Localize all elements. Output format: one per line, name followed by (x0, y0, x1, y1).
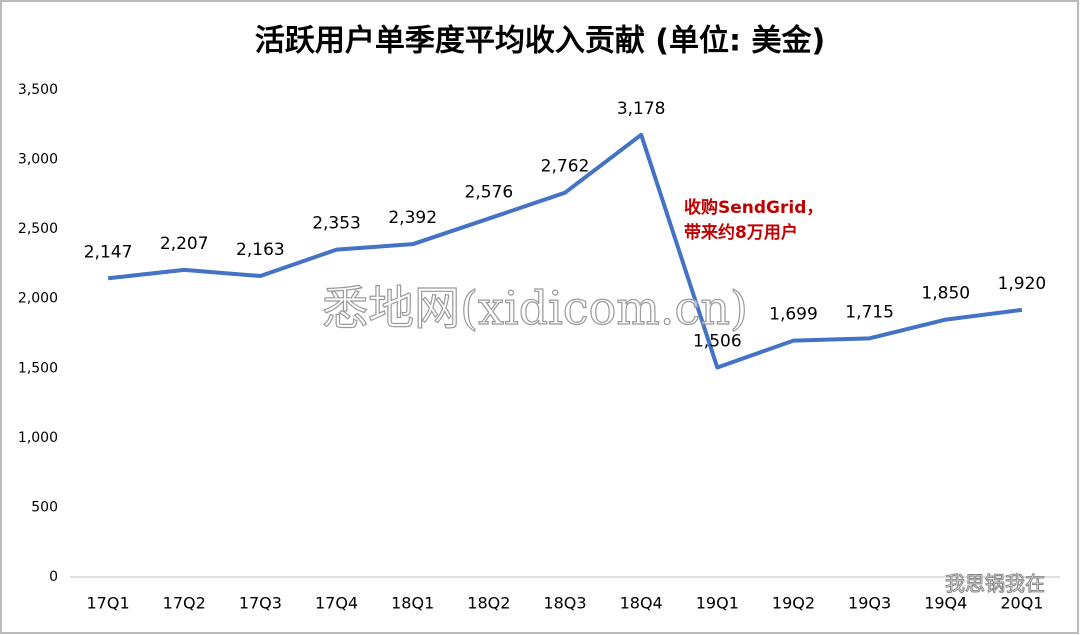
x-tick-label: 20Q1 (1000, 594, 1043, 613)
data-label: 2,576 (465, 183, 514, 203)
x-tick-label: 18Q2 (467, 594, 510, 613)
data-label: 1,920 (998, 274, 1047, 294)
x-tick-label: 17Q4 (315, 594, 358, 613)
x-tick-label: 19Q4 (924, 594, 967, 613)
data-label: 2,353 (312, 214, 361, 234)
annotation: 收购SendGrid， (684, 197, 823, 218)
data-label: 2,207 (160, 234, 209, 254)
line (107, 132, 1023, 370)
annotation: 带来约8万用户 (684, 222, 798, 243)
x-tick-label: 19Q2 (772, 594, 815, 613)
data-label: 3,178 (617, 99, 666, 119)
data-label: 2,163 (236, 240, 285, 260)
y-tick-label: 2,000 (18, 291, 58, 307)
data-label: 1,715 (845, 302, 894, 322)
x-tick-label: 18Q3 (543, 594, 586, 613)
data-label: 2,762 (541, 157, 590, 177)
x-tick-label: 17Q1 (87, 594, 130, 613)
y-tick-label: 1,500 (18, 360, 58, 376)
y-tick-label: 500 (31, 499, 58, 515)
watermark: 悉地网(xidicom.cn) (322, 281, 748, 335)
chart-title: 活跃用户单季度平均收入贡献 (单位: 美金) (255, 24, 825, 59)
y-tick-label: 3,000 (18, 152, 58, 168)
x-tick-label: 18Q4 (620, 594, 663, 613)
data-label: 1,506 (693, 331, 742, 351)
x-tick-label: 17Q3 (239, 594, 282, 613)
y-tick-label: 2,500 (18, 221, 58, 237)
y-tick-label: 1,000 (18, 430, 58, 446)
data-label: 2,392 (388, 208, 437, 228)
x-tick-label: 17Q2 (163, 594, 206, 613)
x-tick-label: 19Q3 (848, 594, 891, 613)
data-label: 1,850 (921, 284, 970, 304)
watermark: 我思锅我在 (945, 572, 1045, 596)
y-tick-label: 0 (49, 569, 58, 585)
data-label: 2,147 (84, 242, 133, 262)
data-label: 1,699 (769, 305, 818, 325)
x-tick-label: 19Q1 (696, 594, 739, 613)
x-tick-label: 18Q1 (391, 594, 434, 613)
y-tick-label: 3,500 (18, 82, 58, 98)
